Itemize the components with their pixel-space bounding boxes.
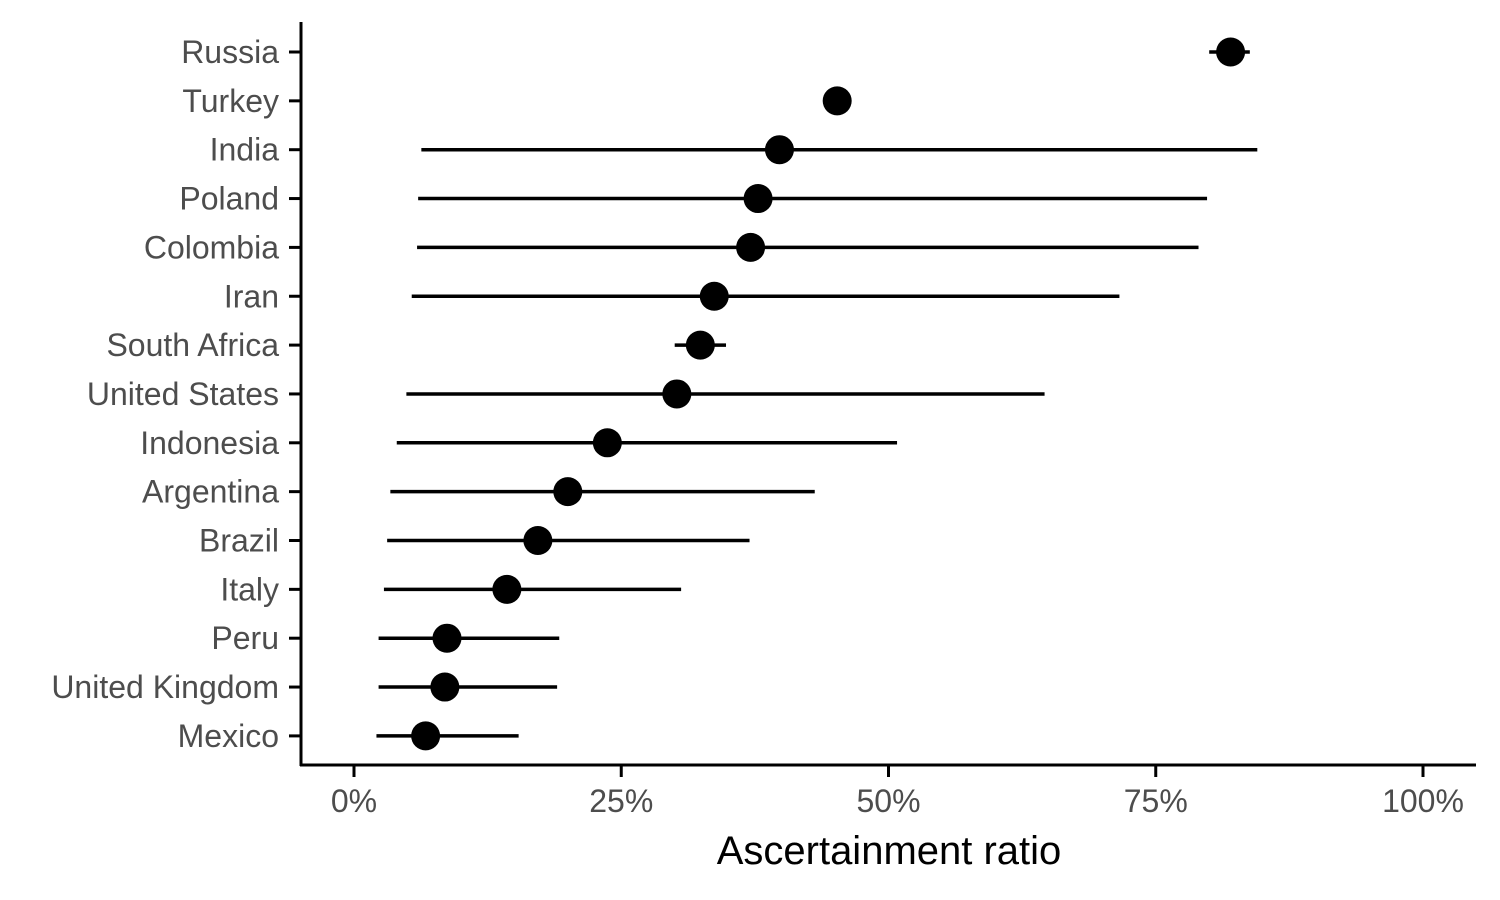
y-tick-label-italy: Italy [220, 571, 279, 607]
x-tick-label-4: 100% [1382, 783, 1464, 819]
point-india [764, 135, 794, 165]
y-tick-label-mexico: Mexico [178, 718, 279, 754]
x-tick-label-3: 75% [1124, 783, 1188, 819]
point-italy [492, 574, 522, 604]
point-argentina [553, 477, 583, 507]
point-russia [1216, 37, 1246, 67]
y-tick-label-indonesia: Indonesia [140, 425, 279, 461]
point-peru [432, 623, 462, 653]
y-tick-label-united-states: United States [87, 376, 279, 412]
y-tick-label-united-kingdom: United Kingdom [51, 669, 279, 705]
y-tick-label-russia: Russia [181, 34, 279, 70]
y-tick-label-argentina: Argentina [142, 474, 279, 510]
y-tick-label-peru: Peru [211, 620, 279, 656]
y-ticks [289, 50, 300, 738]
estimate-points [411, 37, 1246, 751]
x-tick-label-2: 50% [856, 783, 920, 819]
point-indonesia [592, 428, 622, 458]
interval-lines [376, 50, 1258, 738]
point-brazil [523, 526, 553, 555]
y-tick-label-south-africa: South Africa [106, 327, 279, 363]
x-tick-label-0: 0% [331, 783, 377, 819]
point-colombia [736, 232, 766, 262]
point-turkey [822, 86, 852, 116]
y-tick-label-poland: Poland [179, 181, 279, 217]
y-tick-label-india: India [210, 132, 280, 168]
x-tick-label-1: 25% [589, 783, 653, 819]
y-tick-label-iran: Iran [224, 278, 279, 314]
x-ticks [352, 766, 1425, 777]
y-tick-labels: Russia Turkey India Poland Colombia Iran South… [51, 34, 279, 754]
point-south-africa [685, 330, 715, 360]
point-mexico [411, 721, 441, 751]
y-tick-label-colombia: Colombia [144, 229, 279, 265]
point-poland [743, 184, 773, 214]
y-tick-label-brazil: Brazil [199, 523, 279, 559]
point-united-states [662, 379, 692, 409]
point-iran [699, 281, 729, 311]
point-united-kingdom [430, 672, 460, 702]
y-tick-label-turkey: Turkey [182, 83, 279, 119]
x-axis-title: Ascertainment ratio [717, 829, 1062, 873]
x-tick-labels: 0% 25% 50% 75% 100% [331, 783, 1464, 819]
